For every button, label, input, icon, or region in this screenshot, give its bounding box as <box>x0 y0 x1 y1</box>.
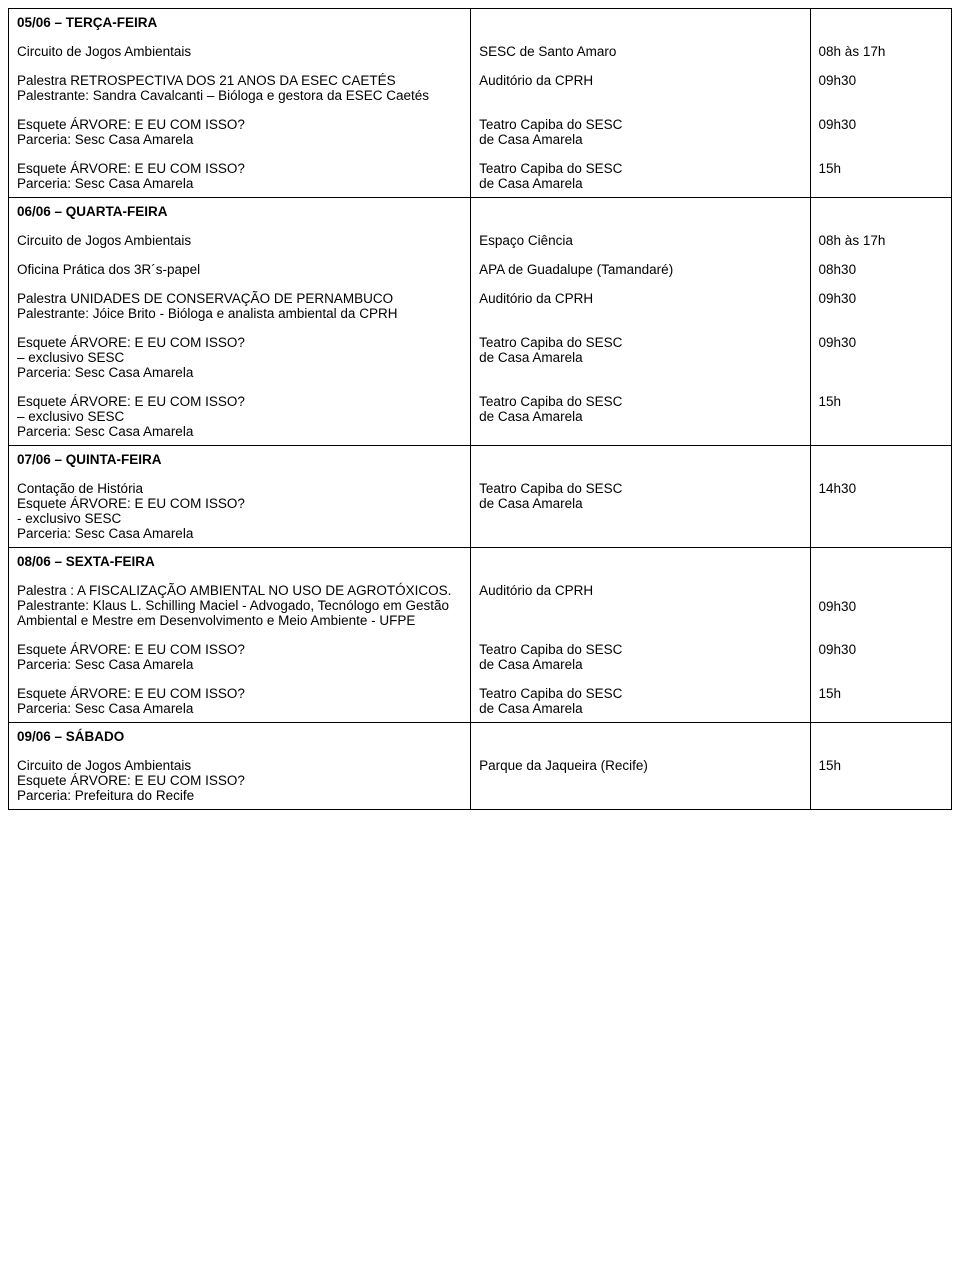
event-title: Circuito de Jogos Ambientais <box>17 233 462 248</box>
events-cell: 08/06 – SEXTA-FEIRA Palestra : A FISCALIZ… <box>9 548 471 723</box>
event-title: Contação de HistóriaEsquete ÁRVORE: E EU… <box>17 481 462 541</box>
event-title: Esquete ÁRVORE: E EU COM ISSO?– exclusiv… <box>17 394 462 439</box>
event-location: Teatro Capiba do SESCde Casa Amarela <box>479 161 801 191</box>
day-header: 06/06 – QUARTA-FEIRA <box>17 204 462 219</box>
event-location: Teatro Capiba do SESCde Casa Amarela <box>479 481 801 541</box>
event-location: SESC de Santo Amaro <box>479 44 801 59</box>
time-cell: 08h às 17h 08h30 09h30 09h30 15h <box>810 198 951 446</box>
day-header: 08/06 – SEXTA-FEIRA <box>17 554 462 569</box>
event-location: Auditório da CPRH <box>479 73 801 103</box>
day-header: 05/06 – TERÇA-FEIRA <box>17 15 462 30</box>
event-title: Oficina Prática dos 3R´s-papel <box>17 262 462 277</box>
event-location: Teatro Capiba do SESCde Casa Amarela <box>479 394 801 439</box>
day-row: 08/06 – SEXTA-FEIRA Palestra : A FISCALIZ… <box>9 548 952 723</box>
location-cell: Teatro Capiba do SESCde Casa Amarela <box>471 446 810 548</box>
day-header: 07/06 – QUINTA-FEIRA <box>17 452 462 467</box>
event-title: Palestra RETROSPECTIVA DOS 21 ANOS DA ES… <box>17 73 462 103</box>
event-location: Parque da Jaqueira (Recife) <box>479 758 801 803</box>
event-title: Palestra : A FISCALIZAÇÃO AMBIENTAL NO U… <box>17 583 462 628</box>
event-time: 09h30 <box>819 117 943 147</box>
time-cell: 15h <box>810 723 951 810</box>
event-location: Teatro Capiba do SESCde Casa Amarela <box>479 686 801 716</box>
day-header: 09/06 – SÁBADO <box>17 729 462 744</box>
events-cell: 05/06 – TERÇA-FEIRA Circuito de Jogos Amb… <box>9 9 471 198</box>
event-time: 08h às 17h <box>819 233 943 248</box>
event-location: Espaço Ciência <box>479 233 801 248</box>
day-row: 06/06 – QUARTA-FEIRA Circuito de Jogos Am… <box>9 198 952 446</box>
event-title: Circuito de Jogos Ambientais <box>17 44 462 59</box>
event-time: 08h30 <box>819 262 943 277</box>
event-time: 09h30 <box>819 291 943 321</box>
day-row: 05/06 – TERÇA-FEIRA Circuito de Jogos Amb… <box>9 9 952 198</box>
event-time: 15h <box>819 758 943 803</box>
event-time: 15h <box>819 686 943 716</box>
event-time: 09h30 <box>819 73 943 103</box>
event-location: Teatro Capiba do SESCde Casa Amarela <box>479 335 801 380</box>
event-location: Auditório da CPRH <box>479 291 801 321</box>
events-cell: 09/06 – SÁBADO Circuito de Jogos Ambienta… <box>9 723 471 810</box>
day-row: 07/06 – QUINTA-FEIRA Contação de História… <box>9 446 952 548</box>
event-time: 08h às 17h <box>819 44 943 59</box>
events-cell: 07/06 – QUINTA-FEIRA Contação de História… <box>9 446 471 548</box>
event-time: 14h30 <box>819 481 943 541</box>
location-cell: SESC de Santo Amaro Auditório da CPRH Teat… <box>471 9 810 198</box>
day-row: 09/06 – SÁBADO Circuito de Jogos Ambienta… <box>9 723 952 810</box>
event-title: Esquete ÁRVORE: E EU COM ISSO?Parceria: … <box>17 117 462 147</box>
location-cell: Auditório da CPRH Teatro Capiba do SESCde… <box>471 548 810 723</box>
time-cell: 14h30 <box>810 446 951 548</box>
event-title: Esquete ÁRVORE: E EU COM ISSO?Parceria: … <box>17 642 462 672</box>
event-title: Esquete ÁRVORE: E EU COM ISSO?Parceria: … <box>17 161 462 191</box>
event-title: Esquete ÁRVORE: E EU COM ISSO?– exclusiv… <box>17 335 462 380</box>
event-title: Circuito de Jogos AmbientaisEsquete ÁRVO… <box>17 758 462 803</box>
event-time: 15h <box>819 161 943 191</box>
event-time: 15h <box>819 394 943 439</box>
event-location: APA de Guadalupe (Tamandaré) <box>479 262 801 277</box>
schedule-table: 05/06 – TERÇA-FEIRA Circuito de Jogos Amb… <box>8 8 952 810</box>
time-cell: 09h30 09h30 15h <box>810 548 951 723</box>
time-cell: 08h às 17h 09h30 09h30 15h <box>810 9 951 198</box>
location-cell: Parque da Jaqueira (Recife) <box>471 723 810 810</box>
event-location: Teatro Capiba do SESCde Casa Amarela <box>479 642 801 672</box>
event-time: 09h30 <box>819 642 943 672</box>
events-cell: 06/06 – QUARTA-FEIRA Circuito de Jogos Am… <box>9 198 471 446</box>
event-time: 09h30 <box>819 335 943 380</box>
event-location: Auditório da CPRH <box>479 583 801 628</box>
event-time: 09h30 <box>819 583 943 628</box>
event-title: Esquete ÁRVORE: E EU COM ISSO?Parceria: … <box>17 686 462 716</box>
event-location: Teatro Capiba do SESCde Casa Amarela <box>479 117 801 147</box>
location-cell: Espaço Ciência APA de Guadalupe (Tamandar… <box>471 198 810 446</box>
event-title: Palestra UNIDADES DE CONSERVAÇÃO DE PERN… <box>17 291 462 321</box>
